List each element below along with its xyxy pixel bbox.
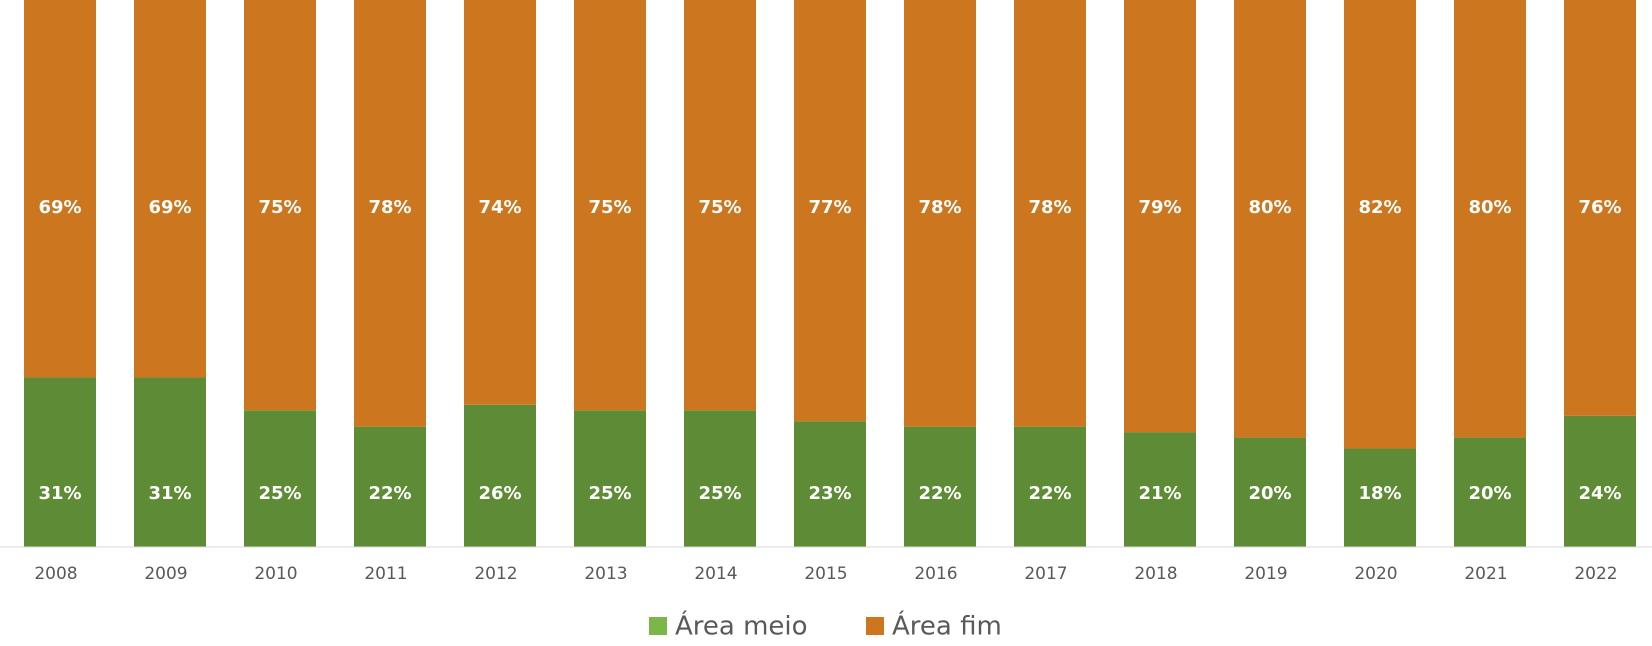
data-label: 25% bbox=[588, 483, 631, 504]
data-label: 21% bbox=[1138, 483, 1181, 504]
bar-segment bbox=[464, 0, 536, 405]
x-tick-label: 2009 bbox=[144, 564, 187, 584]
bar-segment bbox=[794, 421, 866, 547]
x-tick-label: 2020 bbox=[1354, 564, 1397, 584]
data-label: 22% bbox=[368, 483, 411, 504]
bar-segment bbox=[244, 0, 316, 411]
data-label: 69% bbox=[148, 197, 191, 218]
data-label: 22% bbox=[1028, 483, 1071, 504]
x-tick-label: 2021 bbox=[1464, 564, 1507, 584]
bar-segment bbox=[24, 0, 96, 378]
data-label: 25% bbox=[258, 483, 301, 504]
x-tick-label: 2018 bbox=[1134, 564, 1177, 584]
bar-segment bbox=[1124, 432, 1196, 547]
bar-segment bbox=[1454, 437, 1526, 547]
data-label: 75% bbox=[698, 197, 741, 218]
bar-segment bbox=[904, 0, 976, 427]
x-tick-label: 2008 bbox=[34, 564, 77, 584]
bar-segment bbox=[24, 377, 96, 547]
x-tick-label: 2019 bbox=[1244, 564, 1287, 584]
data-label: 82% bbox=[1358, 197, 1401, 218]
data-label: 20% bbox=[1468, 483, 1511, 504]
legend-label: Área fim bbox=[892, 610, 1002, 642]
bar-segment bbox=[354, 0, 426, 427]
x-tick-label: 2022 bbox=[1574, 564, 1617, 584]
data-label: 20% bbox=[1248, 483, 1291, 504]
bar-segment bbox=[244, 410, 316, 547]
data-label: 31% bbox=[148, 483, 191, 504]
legend-swatch bbox=[649, 617, 667, 635]
data-label: 78% bbox=[918, 197, 961, 218]
bar-segment bbox=[1564, 0, 1636, 416]
bar-segment bbox=[1234, 0, 1306, 438]
x-tick-label: 2010 bbox=[254, 564, 297, 584]
data-label: 75% bbox=[258, 197, 301, 218]
x-tick-label: 2015 bbox=[804, 564, 847, 584]
bar-segment bbox=[1014, 426, 1086, 547]
data-label: 76% bbox=[1578, 197, 1621, 218]
data-label: 22% bbox=[918, 483, 961, 504]
data-label: 78% bbox=[368, 197, 411, 218]
bar-segment bbox=[1344, 448, 1416, 547]
bar-segment bbox=[134, 0, 206, 378]
bar-segment bbox=[574, 0, 646, 411]
data-label: 77% bbox=[808, 197, 851, 218]
bar-segment bbox=[134, 377, 206, 547]
legend-swatch bbox=[866, 617, 884, 635]
x-tick-label: 2013 bbox=[584, 564, 627, 584]
bar-segment bbox=[684, 0, 756, 411]
data-label: 74% bbox=[478, 197, 521, 218]
bar-segment bbox=[684, 410, 756, 547]
x-tick-label: 2016 bbox=[914, 564, 957, 584]
bar-segment bbox=[1234, 437, 1306, 547]
bar-segment bbox=[1014, 0, 1086, 427]
bar-segment bbox=[464, 404, 536, 547]
data-label: 25% bbox=[698, 483, 741, 504]
bar-segment bbox=[1344, 0, 1416, 449]
x-tick-label: 2014 bbox=[694, 564, 737, 584]
data-label: 79% bbox=[1138, 197, 1181, 218]
data-label: 31% bbox=[38, 483, 81, 504]
x-tick-label: 2017 bbox=[1024, 564, 1067, 584]
data-label: 78% bbox=[1028, 197, 1071, 218]
bar-segment bbox=[574, 410, 646, 547]
bar-segment bbox=[1124, 0, 1196, 433]
data-label: 24% bbox=[1578, 483, 1621, 504]
legend-label: Área meio bbox=[675, 610, 808, 642]
x-tick-label: 2011 bbox=[364, 564, 407, 584]
data-label: 18% bbox=[1358, 483, 1401, 504]
data-label: 23% bbox=[808, 483, 851, 504]
data-label: 75% bbox=[588, 197, 631, 218]
data-label: 26% bbox=[478, 483, 521, 504]
data-label: 80% bbox=[1248, 197, 1291, 218]
x-tick-label: 2012 bbox=[474, 564, 517, 584]
data-label: 69% bbox=[38, 197, 81, 218]
bar-segment bbox=[1564, 415, 1636, 547]
bar-segment bbox=[1454, 0, 1526, 438]
data-label: 80% bbox=[1468, 197, 1511, 218]
bar-segment bbox=[794, 0, 866, 422]
bar-segment bbox=[904, 426, 976, 547]
bar-segment bbox=[354, 426, 426, 547]
